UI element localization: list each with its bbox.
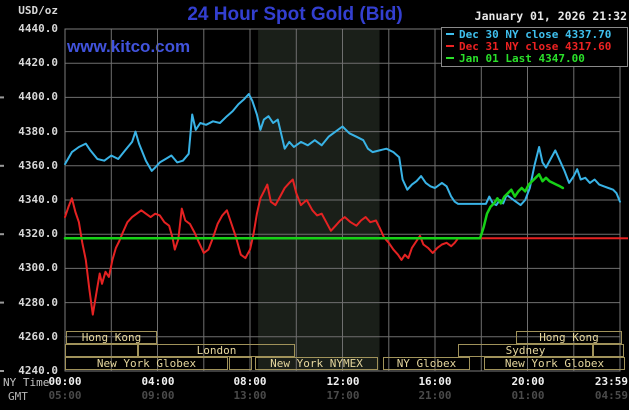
xtick-ny-label: 23:59 [594,375,628,388]
xtick-gmt-label: 17:00 [326,389,360,402]
series-jan-01 [63,173,565,240]
legend-box: Dec 30 NY close 4337.70 Dec 31 NY close 4… [441,27,628,67]
page-title: 24 Hour Spot Gold (Bid) [187,4,403,25]
xtick-ny-label: 16:00 [418,375,452,388]
session-bar-hong-kong: Hong Kong [516,331,622,344]
series-dec-30 [64,93,621,207]
legend-label: Dec 30 NY close 4337.70 [459,28,612,41]
y-axis-label: 4360.0 [18,159,58,172]
y-axis-label: 4440.0 [18,22,58,35]
xtick-ny-label: 08:00 [233,375,267,388]
y-axis-label: 4420.0 [18,56,58,69]
y-axis-label: 4340.0 [18,193,58,206]
session-bar-sydney: Sydney [458,344,593,357]
session-bar-london: London [138,344,295,357]
legend-item: Jan 01 Last 4347.00 [442,53,627,65]
legend-item: Dec 31 NY close 4317.60 [442,41,627,53]
xtick-gmt-label: 09:00 [141,389,175,402]
y-axis-label: 4320.0 [18,227,58,240]
session-bar-new-york-globex: New York Globex [484,357,625,370]
xtick-ny-label: 00:00 [48,375,82,388]
session-bar-new-york-nymex: New York NYMEX [255,357,378,370]
xtick-ny-label: 04:00 [141,375,175,388]
session-bar-empty [229,357,252,370]
chart-timestamp: January 01, 2026 21:32 [474,9,627,23]
series-dec-31 [64,178,621,316]
xtick-gmt-label: 05:00 [48,389,82,402]
legend-label: Jan 01 Last 4347.00 [459,52,585,65]
session-bar-hong-kong: Hong Kong [66,331,157,344]
session-bar-new-york-globex: New York Globex [65,357,228,370]
y-axis-label: 4240.0 [18,364,58,377]
y-axis-label: 4280.0 [18,296,58,309]
y-axis-label: 4400.0 [18,90,58,103]
kitco-watermark-link[interactable]: www.kitco.com [67,37,191,56]
y-axis-label: 4380.0 [18,125,58,138]
session-bar-empty [65,344,138,357]
legend-dash-icon [446,33,454,35]
legend-item: Dec 30 NY close 4337.70 [442,29,627,41]
legend-label: Dec 31 NY close 4317.60 [459,40,612,53]
xtick-ny-label: 12:00 [326,375,360,388]
y-axis-label: 4260.0 [18,330,58,343]
xtick-ny-label: 20:00 [511,375,545,388]
legend-dash-icon [446,57,454,59]
xtick-gmt-label: 04:59 [594,389,628,402]
xtick-gmt-label: 13:00 [233,389,267,402]
session-bar-ny-globex: NY Globex [383,357,470,370]
session-bar-empty [593,344,624,357]
xtick-gmt-label: 21:00 [418,389,452,402]
ny-time-axis-label: NY Time [3,376,50,389]
y-axis-label: 4300.0 [18,261,58,274]
gmt-axis-label: GMT [8,390,28,403]
xtick-gmt-label: 01:00 [511,389,545,402]
legend-dash-icon [446,45,454,47]
y-axis-unit-label: USD/oz [18,4,58,17]
